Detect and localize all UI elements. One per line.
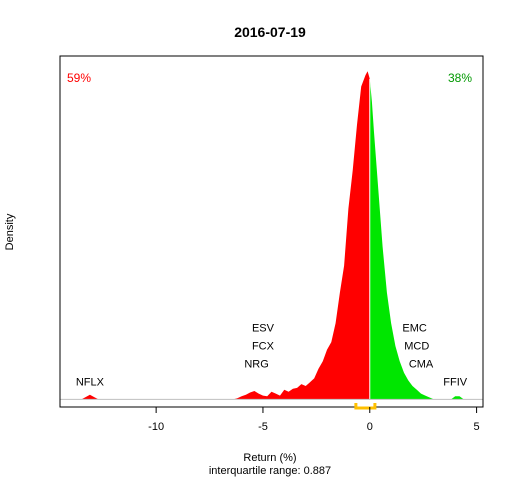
ticker-label-negative: FCX <box>252 340 275 352</box>
density-area-negative <box>81 71 370 400</box>
x-tick-label: 0 <box>367 421 373 433</box>
plot-area: -10 -5 0 5 NFLX NRG FCX ESV FFIV CMA MCD EMC <box>59 55 484 433</box>
x-tick-label: -5 <box>258 421 268 433</box>
ticker-label-negative: NRG <box>244 358 268 370</box>
x-tick-label: -10 <box>148 421 164 433</box>
ticker-label-negative: ESV <box>252 322 275 334</box>
pct-negative-label: 59% <box>67 71 91 85</box>
x-tick-label: 5 <box>474 421 480 433</box>
y-axis-label: Density <box>4 213 16 250</box>
ticker-label-negative: NFLX <box>76 376 105 388</box>
pct-positive-label: 38% <box>448 71 472 85</box>
iqr-bracket <box>354 403 377 410</box>
ticker-label-positive: MCD <box>404 340 429 352</box>
ticker-label-positive: CMA <box>409 358 434 370</box>
density-area-positive <box>369 78 464 400</box>
chart-title: 2016-07-19 <box>234 24 306 40</box>
x-axis-label: Return (%) <box>243 452 296 464</box>
ticker-label-positive: EMC <box>402 322 427 334</box>
ticker-label-positive: FFIV <box>443 376 467 388</box>
iqr-subtitle: interquartile range: 0.887 <box>209 465 331 477</box>
plot-frame <box>59 55 484 408</box>
